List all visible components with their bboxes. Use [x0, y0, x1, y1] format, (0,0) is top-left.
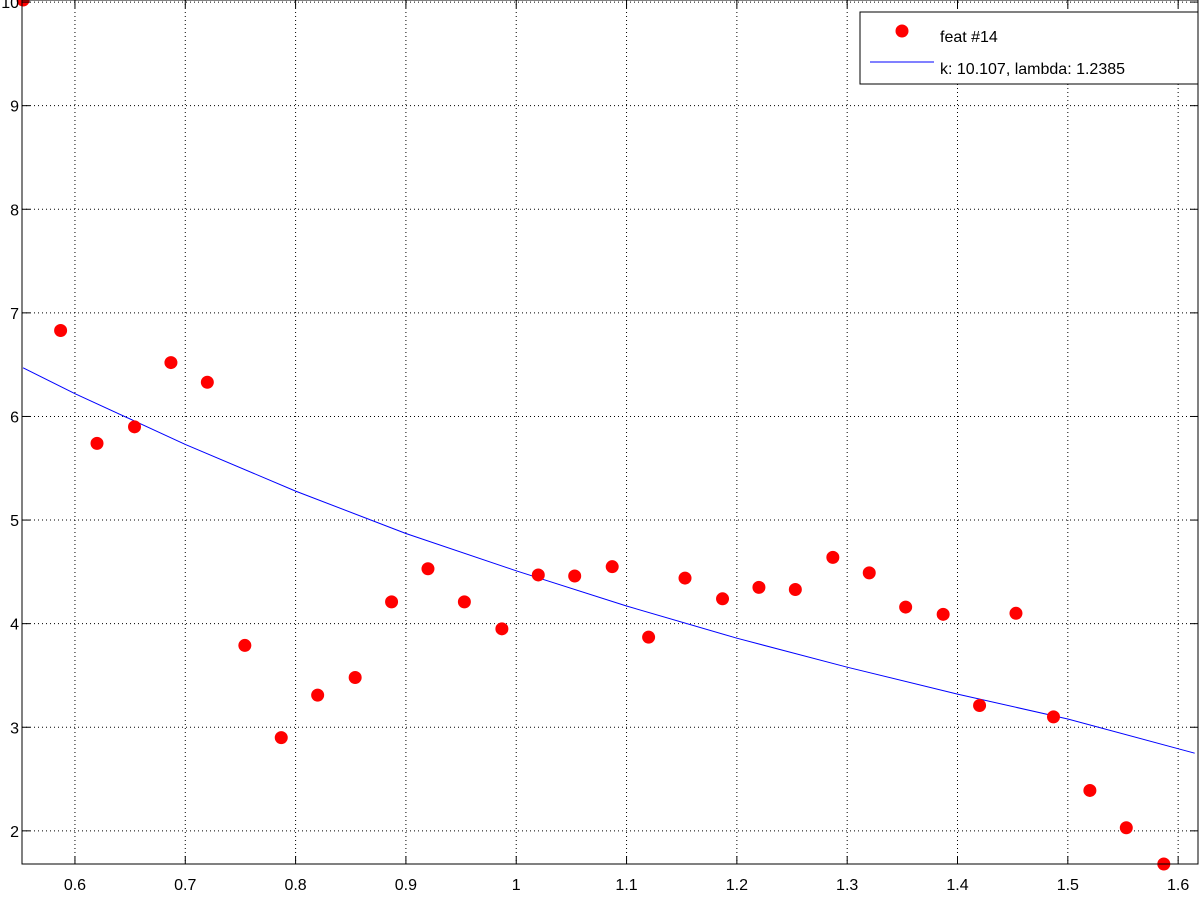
data-point — [826, 550, 840, 564]
x-tick-label: 1.6 — [1167, 877, 1189, 894]
y-tick-label: 10 — [1, 0, 19, 12]
data-point — [973, 698, 987, 712]
data-point — [274, 731, 288, 745]
data-point — [457, 595, 471, 609]
y-tick-label: 2 — [10, 824, 19, 841]
legend-marker-points — [895, 24, 909, 38]
data-point — [752, 580, 766, 594]
data-point — [495, 622, 509, 636]
y-tick-label: 5 — [10, 513, 19, 530]
data-point — [311, 688, 325, 702]
axes-box — [21, 0, 1199, 865]
data-point — [348, 671, 362, 685]
data-point — [899, 600, 913, 614]
x-tick-label: 0.8 — [284, 877, 306, 894]
x-tick-label: 0.9 — [395, 877, 417, 894]
legend-label-points: feat #14 — [940, 29, 998, 46]
x-tick-label: 1.1 — [615, 877, 637, 894]
data-point — [16, 0, 30, 7]
data-point — [788, 582, 802, 596]
data-point — [90, 436, 104, 450]
data-point — [531, 568, 545, 582]
legend-box — [859, 11, 1199, 85]
data-point — [238, 638, 252, 652]
x-tick-label: 0.7 — [174, 877, 196, 894]
data-points-layer — [16, 0, 1171, 871]
data-point — [642, 630, 656, 644]
data-point — [678, 571, 692, 585]
x-tick-label: 1.5 — [1057, 877, 1079, 894]
x-tick-label: 1.2 — [726, 877, 748, 894]
y-tick-label: 8 — [10, 202, 19, 219]
y-tick-label: 9 — [10, 99, 19, 116]
data-point — [54, 323, 68, 337]
data-point — [128, 420, 142, 434]
grid — [22, 0, 1198, 864]
data-point — [1009, 606, 1023, 620]
data-point — [716, 592, 730, 606]
x-tick-label: 1.4 — [946, 877, 968, 894]
data-point — [936, 607, 950, 621]
data-point — [385, 595, 399, 609]
x-tick-label: 0.6 — [64, 877, 86, 894]
fit-line — [22, 367, 1195, 754]
plot-background — [22, 0, 1198, 864]
data-point — [1083, 783, 1097, 797]
y-tick-label: 7 — [10, 306, 19, 323]
data-point — [1046, 710, 1060, 724]
y-tick-label: 3 — [10, 720, 19, 737]
y-tick-label: 4 — [10, 617, 19, 634]
data-point — [1119, 821, 1133, 835]
x-tick-label: 1 — [512, 877, 521, 894]
data-point — [164, 356, 178, 370]
legend-label-line: k: 10.107, lambda: 1.2385 — [940, 61, 1125, 78]
data-point — [421, 562, 435, 576]
data-point — [862, 566, 876, 580]
data-point — [568, 569, 582, 583]
data-point — [200, 375, 214, 389]
x-tick-label: 1.3 — [836, 877, 858, 894]
fit-line-layer — [22, 367, 1195, 754]
axes — [21, 0, 1199, 865]
data-point — [605, 560, 619, 574]
y-tick-label: 6 — [10, 409, 19, 426]
legend: feat #14 k: 10.107, lambda: 1.2385 — [859, 11, 1199, 85]
